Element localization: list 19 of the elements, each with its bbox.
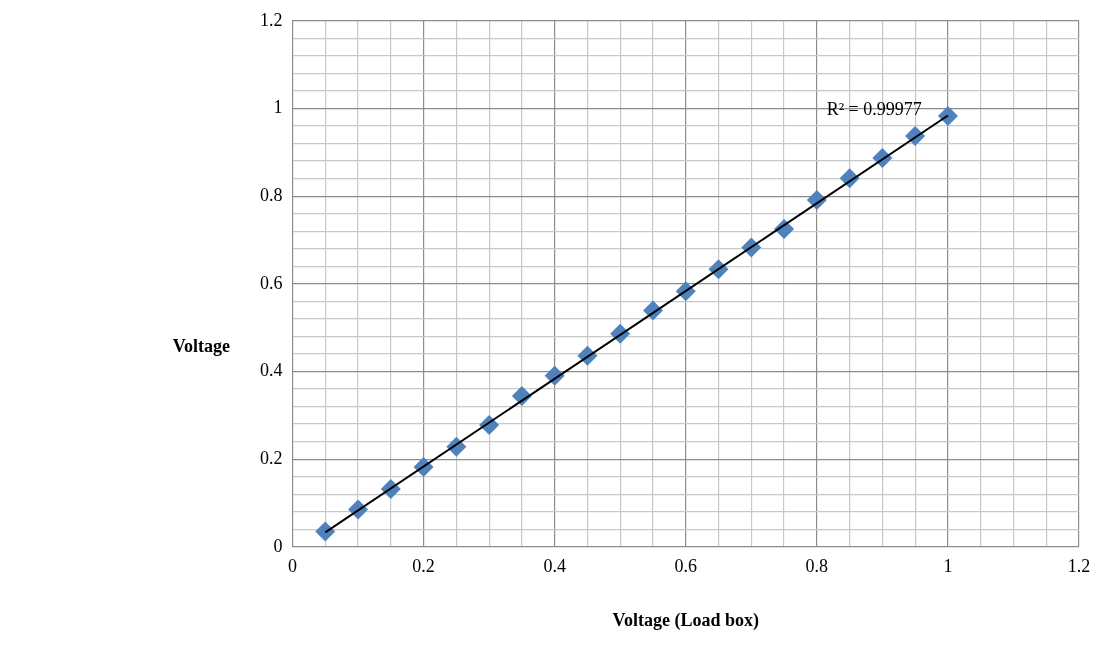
point bbox=[315, 521, 336, 542]
y-tick-label: 0.2 bbox=[260, 447, 283, 468]
y-tick-label: 0.8 bbox=[260, 184, 283, 205]
y-tick-label: 1 bbox=[273, 97, 283, 118]
x-axis-title: Voltage (Load box) bbox=[612, 609, 759, 631]
x-tick-label: 0.2 bbox=[412, 556, 435, 577]
x-tick-label: 1 bbox=[943, 556, 953, 577]
x-tick-label: 0.4 bbox=[543, 556, 566, 577]
x-tick-label: 0 bbox=[288, 556, 297, 577]
y-tick-label: 1.2 bbox=[260, 9, 283, 30]
point bbox=[937, 105, 958, 126]
y-tick-label: 0 bbox=[273, 535, 283, 556]
y-tick-label: 0.4 bbox=[260, 360, 283, 381]
y-tick-label: 0.6 bbox=[260, 272, 283, 293]
y-axis-title: Voltage bbox=[171, 336, 230, 357]
x-tick-label: 0.6 bbox=[674, 556, 697, 577]
x-tick-label: 0.8 bbox=[805, 556, 829, 577]
annotation: R² = 0.99977 bbox=[826, 98, 922, 119]
x-tick-label: 1.2 bbox=[1067, 556, 1091, 577]
